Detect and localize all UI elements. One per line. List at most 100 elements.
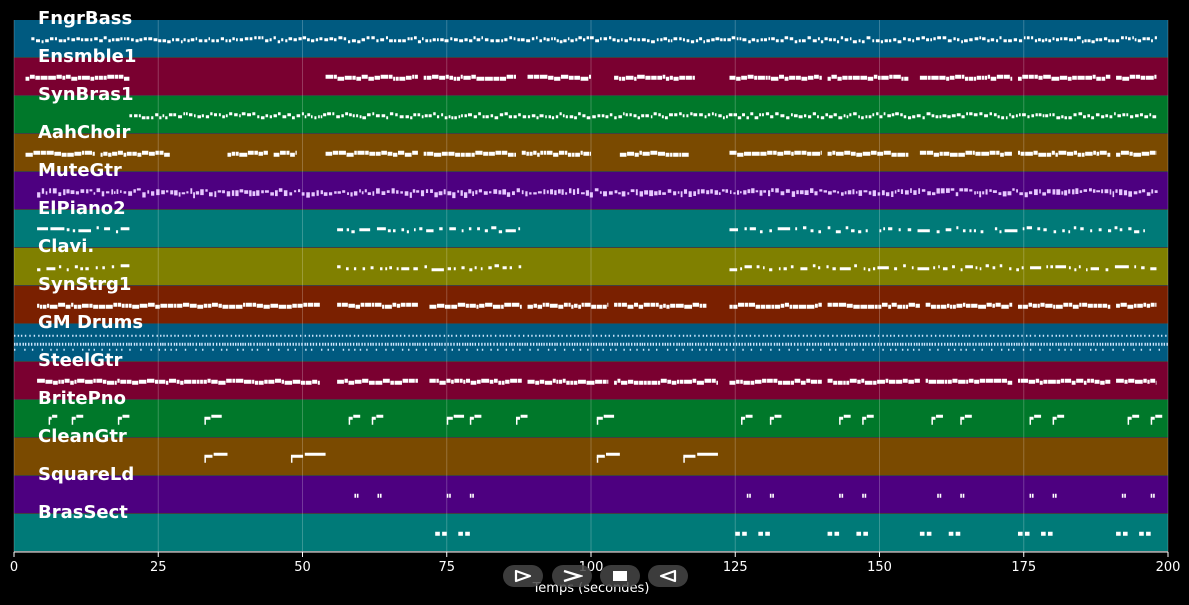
note xyxy=(999,36,1002,40)
drum-hit xyxy=(1011,342,1013,346)
note xyxy=(878,304,882,309)
x-axis: 0 25 50 75 100 125 150 175 200 xyxy=(10,551,1180,575)
note xyxy=(436,115,440,119)
drum-hit xyxy=(159,342,162,346)
drum-hit xyxy=(422,342,424,346)
drum-hit xyxy=(128,342,130,346)
drum-hit xyxy=(453,342,455,346)
drum-hit xyxy=(370,342,372,346)
note xyxy=(1080,227,1084,231)
note xyxy=(976,75,982,80)
note xyxy=(846,303,853,308)
note xyxy=(401,267,410,271)
note xyxy=(853,304,860,309)
drum-hit xyxy=(1071,334,1073,337)
note xyxy=(1120,302,1127,307)
drum-hit xyxy=(946,334,949,337)
drum-hit xyxy=(145,342,148,346)
drum-hit xyxy=(412,334,414,337)
drum-hit xyxy=(34,342,36,346)
note xyxy=(862,151,871,156)
drum-hit xyxy=(456,342,458,346)
drum-hit xyxy=(173,342,176,346)
drum-hit xyxy=(787,342,790,346)
note xyxy=(555,115,559,119)
note xyxy=(877,266,889,270)
drum-hit xyxy=(315,342,318,346)
note xyxy=(650,150,658,155)
drum-hit xyxy=(655,334,657,337)
note xyxy=(305,380,312,385)
note xyxy=(553,152,559,157)
drum-hit xyxy=(451,348,453,351)
drum-hit xyxy=(327,348,329,351)
drum-hit xyxy=(741,342,743,346)
note xyxy=(1026,36,1030,40)
drum-hit xyxy=(1066,334,1069,337)
note xyxy=(349,113,352,117)
play-button[interactable] xyxy=(503,565,543,587)
drum-hit xyxy=(1109,342,1112,346)
note xyxy=(471,74,476,79)
drum-hit xyxy=(1102,348,1104,351)
note xyxy=(759,230,763,234)
note xyxy=(509,266,512,270)
stop-button[interactable] xyxy=(600,565,640,587)
note xyxy=(918,188,921,194)
drum-hit xyxy=(620,342,622,346)
drum-hit xyxy=(874,342,877,346)
drum-hit xyxy=(499,334,501,337)
note xyxy=(232,378,236,383)
note xyxy=(931,75,939,80)
note xyxy=(1150,267,1157,271)
note xyxy=(67,152,74,157)
drum-hit xyxy=(905,342,907,346)
drum-hit xyxy=(634,342,636,346)
note xyxy=(124,37,126,41)
note xyxy=(216,39,219,43)
note xyxy=(105,304,113,309)
drum-hit xyxy=(1058,348,1060,351)
note xyxy=(381,191,386,196)
drum-hit xyxy=(250,334,252,337)
drum-hit xyxy=(877,334,880,337)
drum-hit xyxy=(1135,342,1137,346)
note xyxy=(228,39,232,43)
note xyxy=(329,37,334,41)
note xyxy=(692,378,697,383)
note xyxy=(894,190,897,194)
drum-hit xyxy=(954,342,957,346)
note xyxy=(600,37,602,41)
note xyxy=(71,38,76,42)
drum-hit xyxy=(737,334,740,337)
drum-hit xyxy=(352,342,355,346)
note xyxy=(1047,531,1053,536)
drum-hit xyxy=(462,342,464,346)
note xyxy=(739,37,742,41)
drum-hit xyxy=(571,342,574,346)
note-segment-britepno-19 xyxy=(1150,414,1163,425)
drum-hit xyxy=(486,334,489,337)
note xyxy=(385,36,388,40)
note xyxy=(468,189,472,194)
note-segment-aahchoir-0 xyxy=(25,150,95,157)
drum-hit xyxy=(122,334,125,337)
note xyxy=(760,38,763,42)
forward-button[interactable] xyxy=(552,565,592,587)
note xyxy=(446,418,449,425)
drum-hit xyxy=(1055,342,1057,346)
note xyxy=(120,190,122,193)
note xyxy=(529,192,532,195)
drum-hit xyxy=(299,334,302,337)
note xyxy=(759,190,763,196)
note xyxy=(211,379,218,384)
drum-hit xyxy=(958,342,960,346)
drum-hit xyxy=(598,342,600,346)
drum-hit xyxy=(749,342,752,346)
drum-hit xyxy=(309,342,312,346)
note xyxy=(218,113,221,117)
drum-hit xyxy=(496,342,498,346)
drum-hit xyxy=(64,342,67,346)
note xyxy=(627,379,634,384)
back-button[interactable] xyxy=(648,565,688,587)
